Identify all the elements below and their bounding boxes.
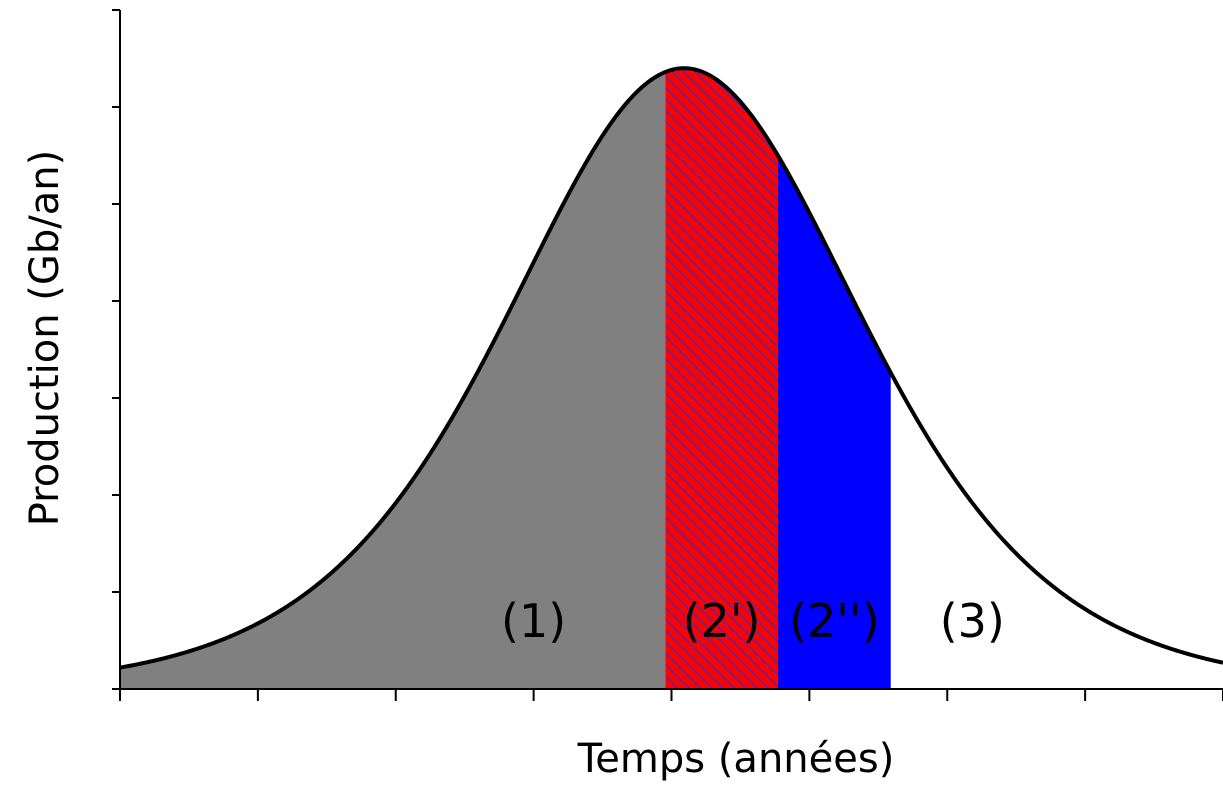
region-area-3 [778,155,891,689]
y-axis-label: Production (Gb/an) [22,150,68,526]
x-axis-label: Temps (années) [577,736,895,782]
axes [112,9,1223,701]
region-label-1: (1) [501,594,566,648]
region-area-1 [120,72,666,690]
y-axis-ticks [112,9,120,690]
region-areas [120,68,1223,690]
region-label-3: (2'') [789,594,879,648]
region-label-2: (2') [683,594,761,648]
region-labels: (1) (2') (2'') (3) [501,594,1005,648]
production-curve [119,66,1223,670]
region-area-2 [665,68,779,689]
region-area-4 [890,372,1223,689]
x-axis-ticks [119,689,1223,701]
region-label-4: (3) [940,594,1005,648]
